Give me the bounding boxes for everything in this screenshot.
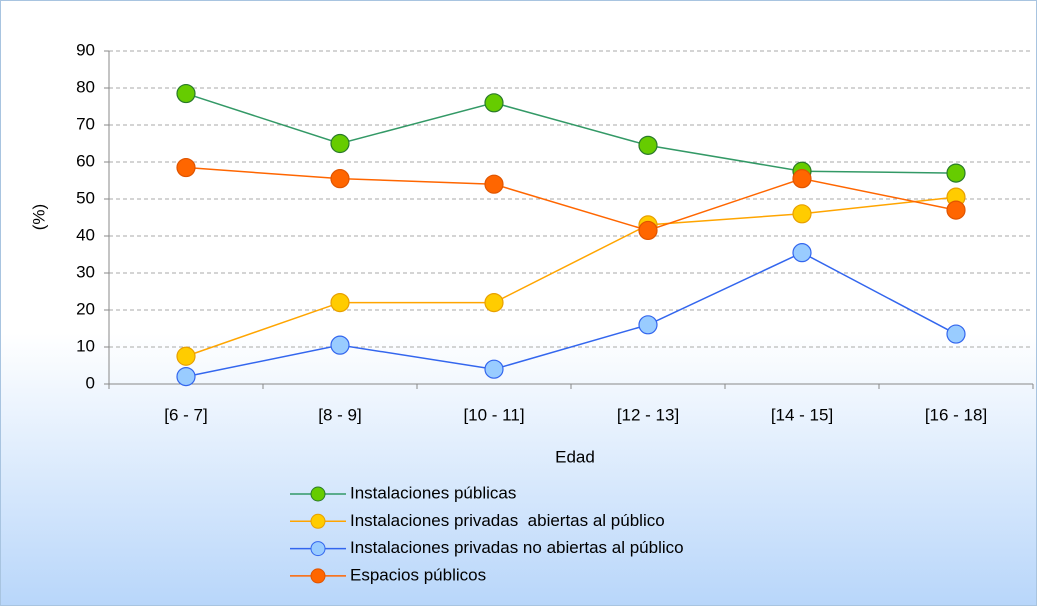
series-line	[185, 196, 957, 357]
marker	[176, 83, 196, 104]
marker	[484, 93, 504, 113]
y-tick-label: 10	[76, 336, 95, 355]
legend-marker	[310, 541, 326, 557]
legend-marker	[310, 486, 326, 502]
legend-marker	[310, 513, 326, 529]
marker	[330, 169, 350, 189]
marker	[176, 157, 196, 178]
marker	[638, 135, 658, 155]
marker	[484, 359, 504, 379]
marker	[792, 243, 812, 263]
marker	[638, 315, 658, 335]
y-tick-label: 30	[76, 262, 95, 281]
series-line	[185, 251, 957, 378]
legend-label: Espacios públicos	[350, 565, 486, 584]
y-tick-label: 20	[76, 299, 95, 318]
marker	[484, 293, 504, 313]
x-tick-label: [6 - 7]	[164, 405, 207, 424]
x-axis-label: Edad	[555, 447, 595, 466]
series-line	[185, 166, 957, 232]
marker	[330, 133, 350, 154]
y-tick-label: 0	[86, 373, 95, 392]
y-tick-label: 90	[76, 40, 95, 59]
y-tick-label: 80	[76, 77, 95, 96]
y-tick-label: 70	[76, 114, 95, 133]
x-tick-label: [8 - 9]	[318, 405, 361, 424]
x-tick-label: [10 - 11]	[463, 405, 524, 424]
series-line	[185, 92, 957, 174]
legend-marker	[310, 568, 326, 584]
marker	[176, 367, 196, 387]
marker	[946, 324, 966, 344]
marker	[330, 335, 350, 355]
legend-label: Instalaciones privadas no abiertas al pú…	[350, 538, 684, 557]
marker	[176, 346, 196, 366]
marker	[484, 174, 504, 194]
x-tick-label: [14 - 15]	[771, 405, 833, 424]
y-axis-label: (%)	[29, 204, 48, 230]
marker	[946, 163, 966, 183]
x-tick-label: [12 - 13]	[617, 405, 679, 424]
marker	[792, 204, 812, 224]
y-tick-label: 50	[76, 188, 95, 207]
x-tick-label: [16 - 18]	[925, 405, 987, 424]
marker	[638, 220, 658, 241]
legend-label: Instalaciones públicas	[350, 483, 516, 502]
marker	[330, 293, 350, 313]
marker	[946, 200, 966, 220]
y-tick-label: 40	[76, 225, 95, 244]
marker	[792, 169, 812, 189]
legend-label: Instalaciones privadas abiertas al públi…	[350, 511, 665, 530]
y-tick-label: 60	[76, 151, 95, 170]
